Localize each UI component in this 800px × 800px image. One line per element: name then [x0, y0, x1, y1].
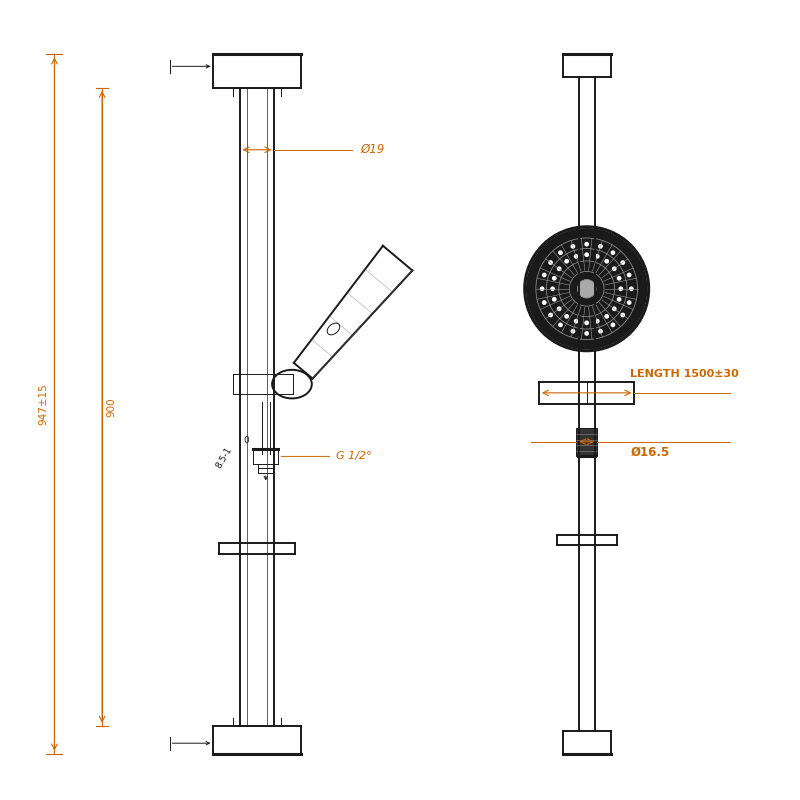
- Text: Ø19: Ø19: [360, 143, 385, 156]
- Circle shape: [617, 276, 622, 281]
- Circle shape: [578, 279, 596, 298]
- Circle shape: [558, 250, 563, 255]
- Text: G 1/2°: G 1/2°: [337, 451, 372, 462]
- Circle shape: [598, 244, 603, 249]
- Circle shape: [612, 306, 617, 311]
- Circle shape: [612, 266, 617, 271]
- Circle shape: [595, 254, 600, 258]
- Text: 900: 900: [106, 397, 116, 417]
- Circle shape: [618, 286, 623, 291]
- Circle shape: [558, 322, 563, 327]
- Circle shape: [626, 300, 631, 305]
- Circle shape: [604, 259, 609, 263]
- Circle shape: [626, 273, 631, 278]
- Circle shape: [610, 322, 615, 327]
- Circle shape: [629, 286, 634, 291]
- Circle shape: [574, 254, 578, 258]
- Circle shape: [564, 259, 569, 263]
- Circle shape: [584, 321, 589, 326]
- Circle shape: [574, 319, 578, 323]
- Circle shape: [584, 242, 589, 246]
- Circle shape: [557, 306, 562, 311]
- Text: 947±15: 947±15: [38, 383, 48, 425]
- Text: 8.5-1: 8.5-1: [214, 446, 234, 470]
- Circle shape: [550, 286, 555, 291]
- Circle shape: [598, 329, 603, 334]
- Circle shape: [617, 297, 622, 302]
- Circle shape: [557, 266, 562, 271]
- Circle shape: [584, 252, 589, 257]
- Circle shape: [610, 250, 615, 255]
- Circle shape: [552, 297, 557, 302]
- Circle shape: [552, 276, 557, 281]
- Circle shape: [570, 244, 575, 249]
- Circle shape: [548, 313, 553, 318]
- Circle shape: [621, 313, 625, 318]
- Circle shape: [621, 260, 625, 265]
- Circle shape: [570, 329, 575, 334]
- Circle shape: [564, 314, 569, 318]
- Circle shape: [548, 260, 553, 265]
- Circle shape: [526, 228, 647, 350]
- Circle shape: [604, 314, 609, 318]
- Circle shape: [595, 319, 600, 323]
- Text: 0: 0: [243, 436, 249, 446]
- Text: LENGTH 1500±30: LENGTH 1500±30: [630, 369, 739, 378]
- Text: Ø16.5: Ø16.5: [630, 446, 670, 458]
- Circle shape: [584, 331, 589, 336]
- Circle shape: [540, 286, 545, 291]
- Circle shape: [542, 273, 546, 278]
- Bar: [576, 428, 597, 456]
- Circle shape: [542, 300, 546, 305]
